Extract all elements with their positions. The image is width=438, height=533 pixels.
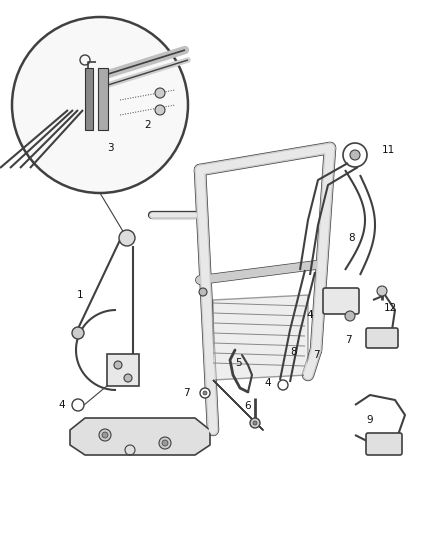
Circle shape [199, 288, 207, 296]
Circle shape [114, 361, 122, 369]
Circle shape [99, 429, 111, 441]
Text: 9: 9 [367, 415, 373, 425]
Circle shape [155, 105, 165, 115]
Circle shape [253, 421, 257, 425]
Circle shape [278, 380, 288, 390]
Text: 4: 4 [307, 310, 313, 320]
Text: 12: 12 [383, 303, 397, 313]
Circle shape [345, 311, 355, 321]
Circle shape [350, 150, 360, 160]
Text: 7: 7 [345, 335, 351, 345]
Circle shape [377, 286, 387, 296]
Circle shape [124, 374, 132, 382]
Text: 4: 4 [59, 400, 65, 410]
Text: 8: 8 [349, 233, 355, 243]
FancyBboxPatch shape [107, 354, 139, 386]
Text: 2: 2 [145, 120, 151, 130]
Text: 8: 8 [291, 347, 297, 357]
Text: 7: 7 [183, 388, 189, 398]
FancyBboxPatch shape [366, 328, 398, 348]
FancyBboxPatch shape [323, 288, 359, 314]
Circle shape [72, 327, 84, 339]
Text: 7: 7 [313, 350, 319, 360]
Text: 5: 5 [235, 358, 241, 368]
Text: 11: 11 [381, 145, 395, 155]
FancyBboxPatch shape [98, 68, 108, 130]
Circle shape [155, 88, 165, 98]
Text: 6: 6 [245, 401, 251, 411]
Circle shape [72, 399, 84, 411]
Text: 4: 4 [265, 378, 271, 388]
Text: 1: 1 [77, 290, 83, 300]
Circle shape [162, 440, 168, 446]
Text: 3: 3 [107, 143, 113, 153]
FancyBboxPatch shape [85, 68, 93, 130]
Circle shape [250, 418, 260, 428]
Circle shape [119, 230, 135, 246]
Circle shape [12, 17, 188, 193]
Circle shape [203, 391, 207, 395]
Circle shape [200, 388, 210, 398]
Polygon shape [213, 295, 308, 380]
FancyBboxPatch shape [366, 433, 402, 455]
Circle shape [159, 437, 171, 449]
Polygon shape [70, 418, 210, 455]
Circle shape [102, 432, 108, 438]
